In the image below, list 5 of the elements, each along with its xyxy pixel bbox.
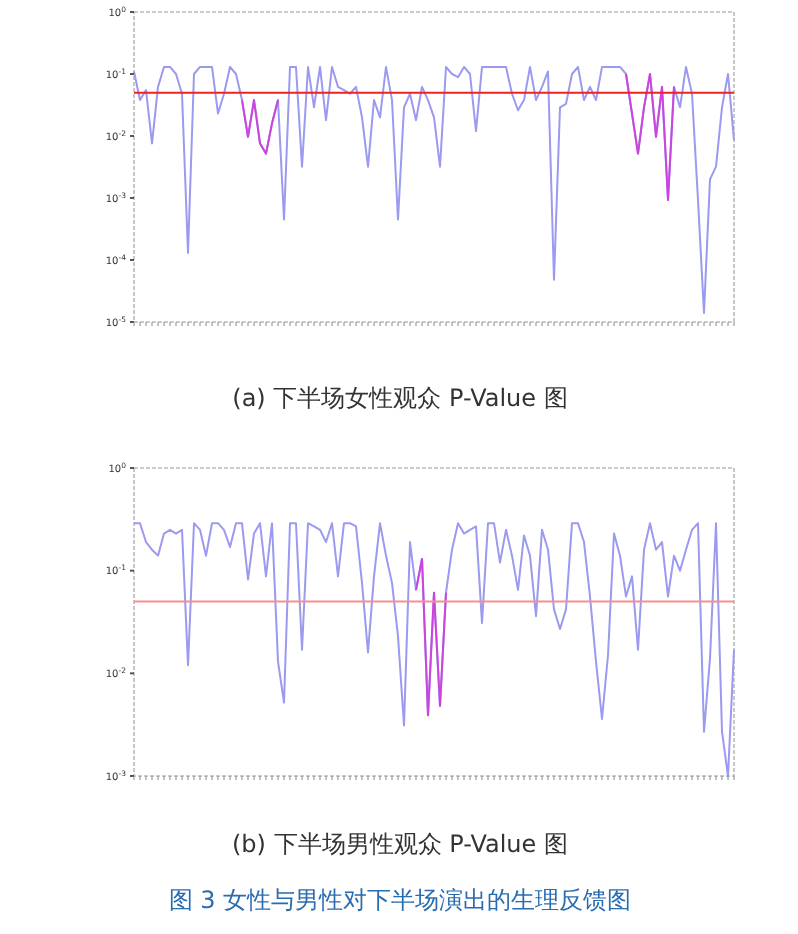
line-series bbox=[415, 557, 447, 717]
text: (b) 下半场男性观众 P-Value 图 bbox=[232, 830, 568, 858]
caption: 图 3 女性与男性对下半场演出的生理反馈图 bbox=[168, 886, 632, 914]
text: (a) 下半场女性观众 P-Value 图 bbox=[232, 384, 568, 412]
line-series bbox=[133, 522, 735, 777]
